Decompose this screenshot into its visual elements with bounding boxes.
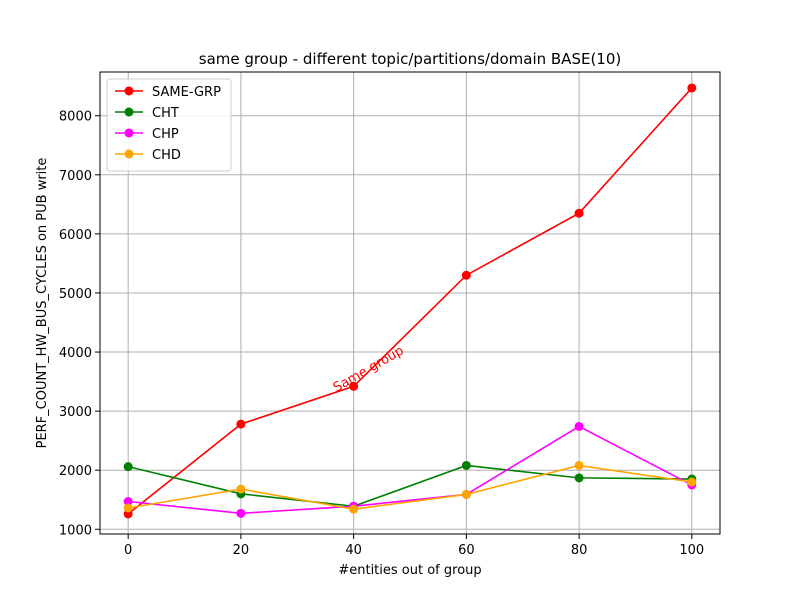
legend-item: CHP bbox=[115, 127, 179, 142]
data-point bbox=[349, 381, 359, 391]
data-point bbox=[236, 484, 246, 494]
x-tick-label: 40 bbox=[345, 543, 362, 558]
series-line bbox=[128, 464, 692, 510]
legend-marker bbox=[124, 86, 134, 96]
data-point bbox=[123, 462, 133, 472]
legend-label: CHD bbox=[152, 148, 181, 163]
y-tick-label: 6000 bbox=[59, 228, 92, 243]
series-line bbox=[127, 464, 692, 508]
chart-title: same group - different topic/partitions/… bbox=[199, 50, 621, 68]
legend-label: CHP bbox=[152, 127, 179, 142]
data-point bbox=[461, 270, 471, 280]
x-tick-label: 80 bbox=[571, 543, 588, 558]
series-line bbox=[128, 425, 693, 515]
series-layer bbox=[123, 83, 697, 519]
data-point bbox=[461, 489, 471, 499]
y-tick-label: 8000 bbox=[59, 110, 92, 125]
x-tick-label: 0 bbox=[124, 543, 132, 558]
data-point bbox=[574, 460, 584, 470]
y-tick-label: 7000 bbox=[59, 169, 92, 184]
x-tick-label: 100 bbox=[679, 543, 704, 558]
data-point bbox=[574, 208, 584, 218]
legend-item: SAME-GRP bbox=[115, 85, 221, 100]
x-axis-label: #entities out of group bbox=[338, 563, 481, 578]
y-axis-label: PERF_COUNT_HW_BUS_CYCLES on PUB write bbox=[35, 158, 50, 449]
x-tick-label: 60 bbox=[458, 543, 475, 558]
legend: SAME-GRP CHT CHP CHD bbox=[106, 78, 232, 172]
data-point bbox=[349, 504, 359, 514]
data-point bbox=[687, 477, 697, 487]
legend-item: CHD bbox=[115, 148, 181, 163]
data-point bbox=[574, 421, 584, 431]
x-tick-label: 20 bbox=[233, 543, 250, 558]
y-tick-label: 1000 bbox=[59, 523, 92, 538]
legend-label: CHT bbox=[152, 106, 179, 121]
data-point bbox=[687, 83, 697, 93]
grid bbox=[100, 72, 720, 534]
legend-marker bbox=[124, 107, 134, 117]
data-point bbox=[236, 419, 246, 429]
data-point bbox=[461, 460, 471, 470]
data-point bbox=[236, 508, 246, 518]
series-same-grp bbox=[123, 83, 697, 519]
y-tick-label: 4000 bbox=[59, 346, 92, 361]
legend-label: SAME-GRP bbox=[152, 85, 221, 100]
data-point bbox=[123, 503, 133, 513]
legend-marker bbox=[124, 128, 134, 138]
data-point bbox=[123, 497, 133, 507]
plot-frame bbox=[99, 71, 721, 535]
series-line bbox=[127, 87, 693, 515]
y-tick-label: 5000 bbox=[59, 287, 92, 302]
y-tick-label: 3000 bbox=[59, 405, 92, 420]
y-tick-label: 2000 bbox=[59, 464, 92, 479]
legend-marker bbox=[124, 149, 134, 159]
legend-box bbox=[106, 78, 232, 172]
data-point bbox=[574, 473, 584, 483]
legend-item: CHT bbox=[115, 106, 179, 121]
ticks: 0 20 40 60 80 100 1000 2000 3000 4000 5000 6000 7000… bbox=[59, 110, 704, 558]
series-chd bbox=[123, 460, 697, 514]
